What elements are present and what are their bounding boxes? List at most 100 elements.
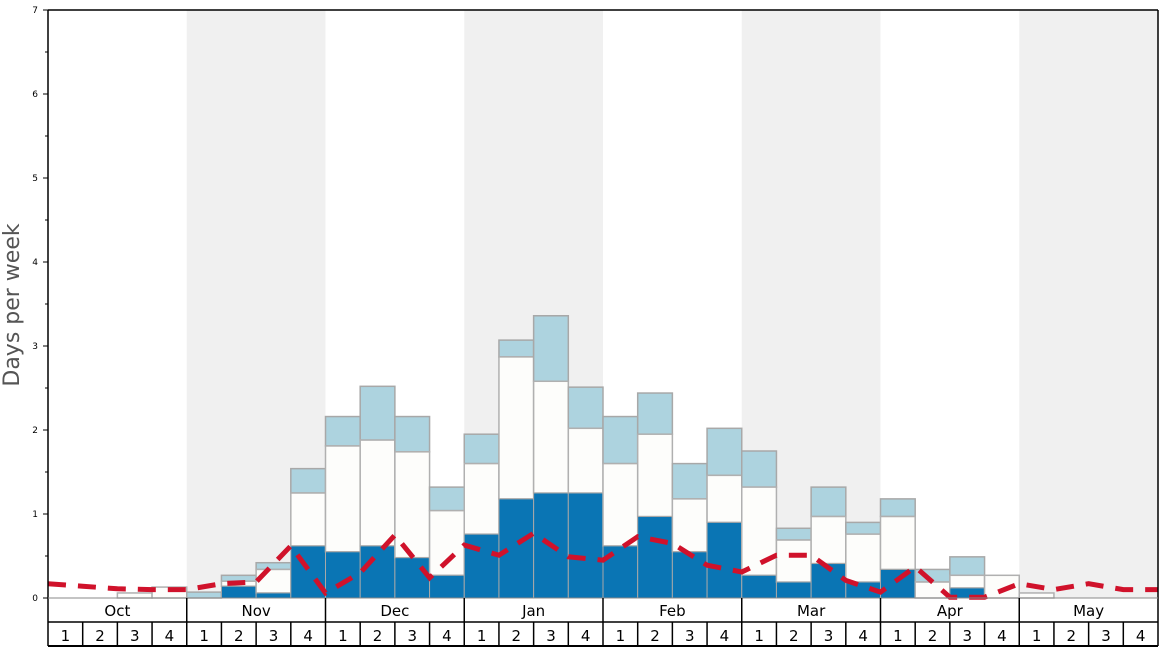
week-label: 3: [962, 627, 972, 645]
week-label: 1: [338, 627, 348, 645]
week-label: 4: [858, 627, 868, 645]
bar-dark-7: [290, 545, 326, 599]
bar-light-16: [602, 415, 639, 465]
week-label: 1: [477, 627, 487, 645]
bar-light-22: [810, 486, 847, 518]
bar-light-21: [775, 527, 812, 541]
bar-light-13: [498, 339, 535, 358]
month-label-feb: Feb: [659, 602, 686, 620]
y-tick-label: 7: [32, 6, 38, 16]
bar-dark-19: [706, 521, 743, 599]
bar-dark-8: [325, 551, 361, 599]
week-label: 1: [1032, 627, 1042, 645]
month-label-nov: Nov: [241, 602, 270, 620]
bar-dark-13: [498, 498, 535, 599]
bar-dark-21: [775, 581, 812, 599]
bar-light-4: [186, 591, 223, 599]
week-label: 1: [754, 627, 764, 645]
week-label: 4: [303, 627, 313, 645]
week-label: 4: [581, 627, 591, 645]
week-label: 3: [407, 627, 417, 645]
bar-light-20: [741, 450, 778, 488]
bar-dark-6: [255, 592, 292, 599]
bar-light-8: [324, 415, 361, 447]
week-label: 3: [546, 627, 556, 645]
y-tick-label: 3: [32, 342, 38, 352]
week-label: 1: [199, 627, 209, 645]
bar-white-24: [879, 515, 916, 571]
week-label: 4: [720, 627, 730, 645]
bar-dark-9: [359, 545, 396, 599]
week-label: 3: [130, 627, 140, 645]
bar-light-9: [359, 385, 396, 441]
week-label: 2: [928, 627, 938, 645]
bar-white-9: [359, 439, 396, 547]
week-label: 4: [442, 627, 452, 645]
week-label: 3: [269, 627, 279, 645]
bar-white-26: [949, 574, 986, 589]
week-label: 1: [61, 627, 71, 645]
bar-white-16: [602, 462, 639, 547]
bar-light-23: [845, 521, 882, 535]
bar-light-18: [671, 462, 708, 500]
bar-light-6: [255, 561, 292, 571]
average-line: [47, 530, 1158, 600]
shade-may: [1019, 10, 1158, 598]
bar-light-14: [532, 315, 570, 383]
bar-white-28: [1018, 592, 1055, 599]
y-axis-label: Days per week: [0, 223, 25, 386]
week-label: 2: [1067, 627, 1077, 645]
y-tick-label: 2: [32, 426, 38, 436]
month-label-mar: Mar: [797, 602, 826, 620]
week-label: 1: [616, 627, 626, 645]
y-tick-label: 5: [32, 174, 38, 184]
bar-white-23: [845, 533, 882, 583]
week-label: 2: [95, 627, 105, 645]
bar-light-7: [290, 467, 327, 494]
bar-white-13: [498, 356, 535, 500]
bar-light-17: [636, 392, 674, 435]
bar-white-18: [671, 498, 708, 553]
bar-white-22: [810, 515, 847, 565]
month-label-dec: Dec: [380, 602, 409, 620]
bar-light-12: [463, 433, 500, 465]
bar-white-15: [567, 427, 604, 494]
bar-dark-11: [429, 574, 465, 599]
y-tick-label: 0: [32, 594, 38, 604]
bar-light-10: [394, 415, 431, 453]
bar-dark-20: [741, 574, 777, 599]
week-label: 2: [373, 627, 383, 645]
y-tick-label: 1: [32, 510, 38, 520]
bar-light-15: [567, 386, 604, 430]
month-label-apr: Apr: [937, 602, 964, 620]
week-label: 2: [789, 627, 799, 645]
week-label: 2: [512, 627, 522, 645]
month-label-jan: Jan: [521, 602, 545, 620]
bar-dark-15: [567, 492, 604, 599]
bar-dark-18: [671, 551, 708, 599]
y-tick-label: 4: [32, 258, 38, 268]
month-label-may: May: [1073, 602, 1104, 620]
week-label: 2: [234, 627, 244, 645]
bar-light-5: [220, 574, 257, 582]
bar-white-19: [706, 474, 743, 524]
week-label: 3: [1101, 627, 1111, 645]
bar-dark-12: [463, 533, 500, 599]
bar-white-7: [290, 492, 327, 547]
bar-light-24: [879, 498, 916, 518]
bar-white-21: [775, 539, 812, 583]
bar-white-2: [116, 592, 153, 599]
average-line-path: [47, 530, 1158, 600]
bar-dark-17: [637, 516, 673, 599]
month-label-oct: Oct: [104, 602, 130, 620]
month-shading: [186, 10, 1158, 598]
bar-white-14: [532, 380, 570, 494]
week-label: 4: [1136, 627, 1146, 645]
week-label: 3: [685, 627, 695, 645]
bar-light-11: [428, 486, 465, 512]
bar-light-19: [706, 427, 743, 477]
bar-white-17: [636, 433, 674, 518]
bar-white-12: [463, 462, 500, 535]
bar-dark-5: [220, 585, 257, 599]
